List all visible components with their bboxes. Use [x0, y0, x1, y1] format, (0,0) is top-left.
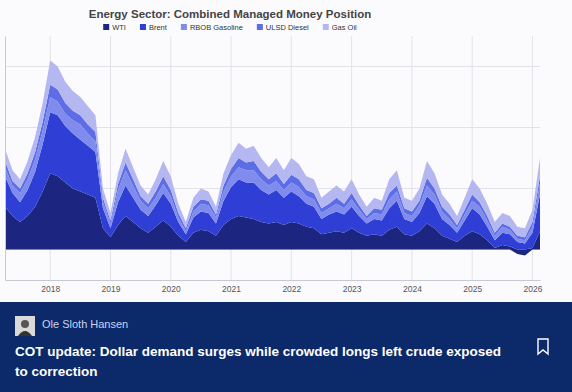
chart-panel: 2018 2019 2020 2021 2022 2023 2024 2025 2026 Ener… [0, 0, 572, 302]
legend-item: WTI [103, 23, 126, 32]
legend-label: Brent [149, 23, 168, 32]
legend: WTI Brent RBOB Gasoline ULSD Diesel Gas Oil [103, 23, 357, 32]
x-axis: 2018 2019 2020 2021 2022 2023 2024 2025 2026 [6, 280, 543, 294]
x-tick: 2025 [463, 280, 482, 294]
chart-svg: 2018 2019 2020 2021 2022 2023 2024 2025 2026 Ener… [0, 0, 572, 302]
x-tick-label: 2026 [524, 284, 543, 294]
x-axis-line [6, 280, 541, 281]
legend-swatch [181, 24, 187, 30]
x-tick: 2020 [162, 280, 181, 294]
legend-item: ULSD Diesel [257, 23, 309, 32]
headline[interactable]: COT update: Dollar demand surges while c… [15, 342, 515, 382]
legend-item: RBOB Gasoline [181, 23, 243, 32]
x-tick-label: 2023 [343, 284, 362, 294]
x-tick: 2024 [403, 280, 422, 294]
y-grid-line [5, 66, 540, 67]
chart-background [0, 0, 572, 302]
bookmark-shape[interactable] [538, 339, 548, 354]
avatar-bg [15, 316, 35, 336]
legend-label: RBOB Gasoline [190, 23, 243, 32]
avatar-body [18, 331, 32, 336]
y-axis [5, 37, 7, 281]
legend-label: WTI [112, 23, 126, 32]
x-tick: 2019 [102, 280, 121, 294]
chart-title: Energy Sector: Combined Managed Money Po… [89, 8, 371, 20]
x-tick: 2022 [282, 280, 301, 294]
x-tick: 2026 [524, 280, 543, 294]
x-tick-label: 2018 [41, 284, 60, 294]
legend-swatch [257, 24, 263, 30]
author: Ole Sloth Hansen [42, 318, 128, 330]
grid [5, 36, 540, 280]
x-tick-label: 2025 [463, 284, 482, 294]
avatar-head [21, 320, 29, 328]
series-area [5, 60, 540, 237]
bookmark-icon[interactable] [536, 338, 552, 356]
legend-item: Gas Oil [323, 23, 357, 32]
legend-label: Gas Oil [332, 23, 357, 32]
article-card[interactable]: Ole Sloth Hansen COT update: Dollar dema… [0, 302, 572, 392]
x-tick-label: 2022 [282, 284, 301, 294]
x-tick: 2021 [222, 280, 241, 294]
author-avatar [15, 316, 35, 336]
x-tick-label: 2021 [222, 284, 241, 294]
plot-area [5, 60, 540, 255]
legend-swatch [140, 24, 146, 30]
x-tick-label: 2020 [162, 284, 181, 294]
legend-swatch [323, 24, 329, 30]
y-axis-line [5, 37, 6, 281]
x-tick-label: 2024 [403, 284, 422, 294]
legend-swatch [103, 24, 109, 30]
x-tick-label: 2019 [102, 284, 121, 294]
legend-label: ULSD Diesel [266, 23, 309, 32]
x-tick: 2023 [343, 280, 362, 294]
legend-item: Brent [140, 23, 168, 32]
x-tick: 2018 [41, 280, 60, 294]
